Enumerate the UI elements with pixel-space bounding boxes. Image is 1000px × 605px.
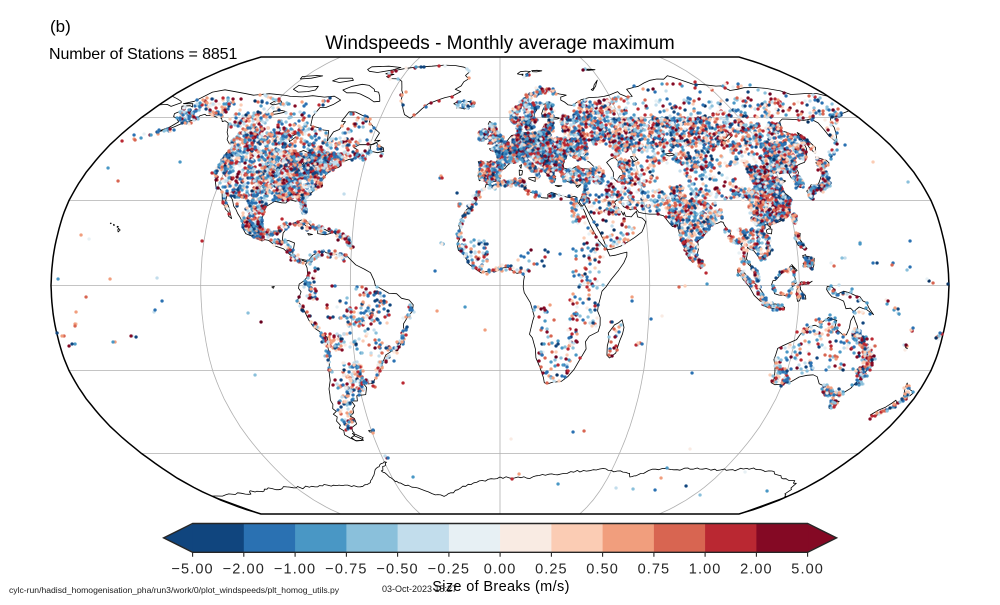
svg-text:−5.00: −5.00 [171,561,213,577]
svg-text:−0.25: −0.25 [428,561,470,577]
svg-text:−0.50: −0.50 [376,561,418,577]
svg-text:−0.75: −0.75 [325,561,367,577]
svg-text:0.75: 0.75 [638,561,671,577]
svg-text:0.25: 0.25 [535,561,568,577]
svg-text:−1.00: −1.00 [274,561,316,577]
svg-text:5.00: 5.00 [791,561,824,577]
svg-text:0.00: 0.00 [484,561,517,577]
svg-text:0.50: 0.50 [586,561,619,577]
svg-text:2.00: 2.00 [740,561,773,577]
svg-text:−2.00: −2.00 [223,561,265,577]
svg-text:1.00: 1.00 [689,561,722,577]
